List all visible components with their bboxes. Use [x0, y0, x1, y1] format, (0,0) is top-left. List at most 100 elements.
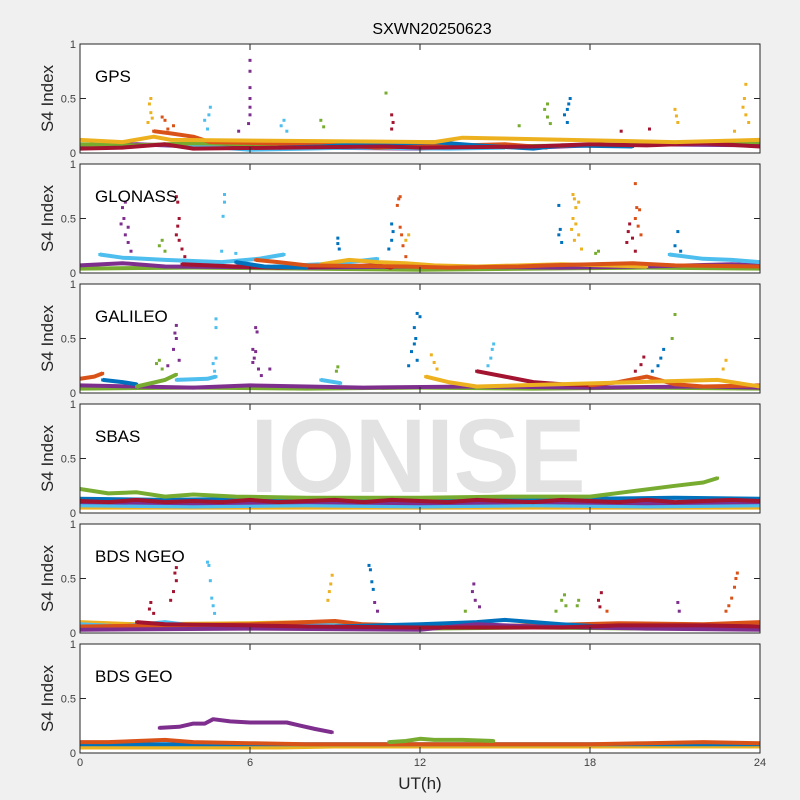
data-point-orange	[588, 742, 592, 746]
y-tick-label: 0.5	[61, 574, 76, 586]
data-point-purple	[123, 200, 127, 204]
data-point-orange	[401, 244, 405, 248]
y-tick-label: 1	[70, 639, 76, 651]
data-point-blue	[557, 203, 561, 207]
data-point-orange	[701, 384, 705, 388]
data-point-purple	[285, 720, 289, 724]
y-tick-label: 1	[70, 279, 76, 291]
data-point-orange	[631, 261, 634, 265]
data-point-orange	[546, 263, 549, 267]
data-point-purple	[248, 69, 252, 73]
data-point-yellow	[572, 238, 576, 242]
y-tick-label: 0.5	[61, 454, 76, 466]
data-point-purple	[560, 266, 564, 270]
data-point-cyan	[207, 113, 211, 117]
data-point-blue	[80, 742, 82, 746]
data-point-yellow	[169, 138, 173, 142]
data-point-yellow	[152, 135, 156, 139]
series-line-yellow	[80, 134, 760, 145]
data-point-green	[503, 495, 507, 499]
data-point-cyan	[214, 326, 218, 330]
data-point-purple	[173, 331, 177, 335]
data-point-darkred	[616, 500, 620, 504]
panel-galileo: 0 0.5 1 GALILEO S4 Index	[38, 279, 761, 400]
plot-area	[80, 524, 760, 633]
data-point-cyan	[645, 504, 649, 508]
data-point-darkred	[628, 222, 632, 226]
data-point-yellow	[80, 620, 82, 624]
data-point-orange	[673, 382, 677, 386]
data-point-green	[135, 384, 139, 388]
data-point-green	[234, 495, 238, 499]
data-point-blue	[391, 230, 395, 234]
data-point-darkred	[149, 600, 153, 604]
data-point-orange	[701, 740, 705, 744]
data-point-yellow	[147, 102, 151, 106]
data-point-orange	[673, 263, 677, 267]
data-point-purple	[265, 720, 269, 724]
data-point-blue	[101, 378, 105, 382]
data-point-green	[163, 378, 167, 382]
data-point-orange	[163, 118, 167, 122]
data-point-purple	[191, 501, 195, 505]
data-point-yellow	[742, 97, 746, 100]
data-point-purple	[126, 225, 130, 229]
x-tick-label: 6	[247, 757, 253, 769]
data-point-purple	[191, 386, 195, 390]
x-tick-label: 0	[77, 757, 83, 769]
data-point-cyan	[282, 118, 286, 122]
data-point-yellow	[461, 136, 464, 140]
data-point-yellow	[570, 227, 574, 231]
data-point-green	[106, 491, 110, 495]
data-point-darkred	[673, 500, 677, 504]
data-point-yellow	[329, 582, 333, 586]
data-point-purple	[123, 233, 127, 237]
data-point-green	[135, 490, 139, 494]
data-point-blue	[390, 238, 394, 242]
data-point-orange	[333, 619, 337, 623]
data-point-green	[673, 484, 677, 488]
data-point-cyan	[206, 377, 209, 381]
data-point-cyan	[758, 503, 760, 507]
data-point-yellow	[121, 140, 124, 144]
data-point-cyan	[191, 504, 195, 508]
data-point-orange	[305, 742, 309, 746]
data-point-darkred	[758, 624, 760, 628]
data-point-green	[155, 362, 158, 366]
data-point-yellow	[330, 573, 334, 577]
data-point-blue	[418, 315, 422, 319]
data-point-cyan	[80, 503, 82, 507]
data-point-green	[336, 365, 340, 369]
data-point-blue	[560, 240, 564, 244]
data-point-blue	[412, 326, 416, 330]
data-point-orange	[639, 233, 643, 237]
data-point-yellow	[574, 222, 578, 226]
data-point-green	[305, 496, 309, 500]
data-point-green	[548, 122, 552, 126]
y-tick-label: 0	[70, 508, 76, 520]
panel-glonass: 0 0.5 1 GLONASS S4 Index	[38, 159, 761, 280]
data-point-darkred	[639, 363, 643, 367]
data-point-blue	[262, 264, 266, 268]
data-point-yellow	[744, 382, 748, 386]
data-point-cyan	[223, 193, 226, 197]
data-point-purple	[166, 364, 170, 368]
data-point-darkred	[588, 499, 592, 503]
data-point-yellow	[741, 105, 745, 109]
data-point-yellow	[645, 744, 649, 748]
data-point-green	[384, 91, 388, 95]
data-point-cyan	[492, 342, 496, 346]
data-point-green	[517, 124, 521, 128]
data-point-darkred	[599, 591, 603, 595]
data-point-yellow	[407, 233, 411, 237]
data-point-darkred	[172, 590, 175, 594]
data-point-darkred	[619, 129, 623, 133]
data-point-yellow	[327, 590, 331, 594]
y-axis-label: S4 Index	[38, 304, 57, 372]
data-point-orange	[418, 742, 422, 746]
y-tick-label: 0	[70, 268, 76, 280]
data-point-orange	[92, 375, 96, 379]
data-point-blue	[659, 356, 663, 360]
data-point-orange	[80, 377, 82, 381]
